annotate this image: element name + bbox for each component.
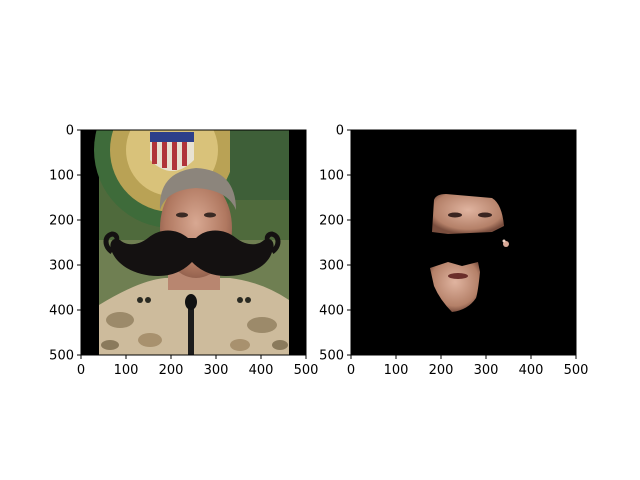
right-panel-ytick-label: 200 [319,214,344,229]
right-panel-ytick-label: 0 [336,124,344,139]
left-panel-xtick-label: 500 [294,363,319,378]
right-panel-ytick-label: 300 [319,259,344,274]
left-panel-ytick-label: 200 [49,214,74,229]
right-panel-ytick-label: 500 [319,349,344,364]
right-panel-xtick-label: 100 [384,363,409,378]
left-panel-ytick-label: 0 [66,124,74,139]
right-image [351,130,576,355]
left-image [81,130,306,355]
right-panel-xtick-label: 500 [564,363,589,378]
left-panel-xtick-label: 200 [159,363,184,378]
right-panel-ytick-label: 400 [319,304,344,319]
right-panel-xtick-label: 300 [474,363,499,378]
left-panel-xtick-label: 0 [77,363,85,378]
right-panel-xtick-label: 0 [347,363,355,378]
left-panel-xtick-label: 400 [249,363,274,378]
left-panel-xtick-label: 100 [114,363,139,378]
face-mask [430,194,509,312]
left-panel-ytick-label: 300 [49,259,74,274]
mustache-overlay [110,230,274,276]
left-panel-xtick-label: 300 [204,363,229,378]
left-panel-ytick-label: 500 [49,349,74,364]
left-panel-ytick-label: 400 [49,304,74,319]
right-panel-xtick-label: 200 [429,363,454,378]
right-panel-ytick-label: 100 [319,169,344,184]
left-panel-ytick-label: 100 [49,169,74,184]
right-panel-xtick-label: 400 [519,363,544,378]
